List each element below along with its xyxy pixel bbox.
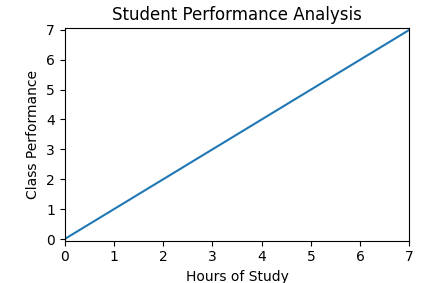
Y-axis label: Class Performance: Class Performance (26, 70, 40, 199)
X-axis label: Hours of Study: Hours of Study (185, 270, 288, 283)
Title: Student Performance Analysis: Student Performance Analysis (112, 6, 361, 24)
